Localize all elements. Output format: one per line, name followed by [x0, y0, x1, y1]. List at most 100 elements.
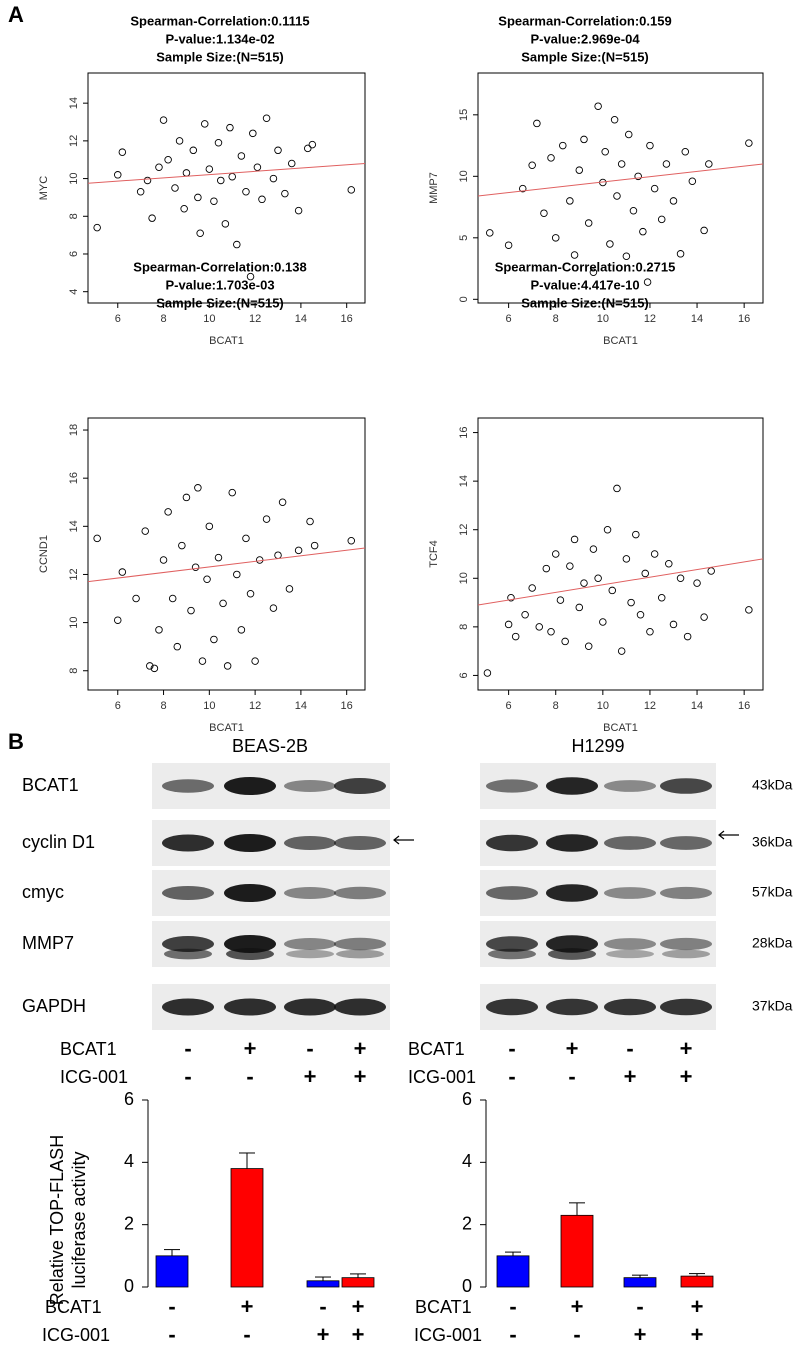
- band: [284, 998, 336, 1016]
- x-tick-label: 10: [597, 313, 609, 325]
- band: [660, 886, 712, 900]
- point: [114, 171, 122, 179]
- band: [286, 949, 334, 959]
- x-tick-label: 12: [249, 700, 261, 712]
- band: [486, 998, 538, 1016]
- band: [226, 948, 274, 960]
- bar: [230, 1168, 264, 1288]
- point: [180, 204, 188, 213]
- condition-sign: -: [573, 1322, 580, 1347]
- y-tick-label: 10: [68, 172, 80, 184]
- band: [486, 834, 538, 852]
- point: [603, 525, 612, 534]
- protein-label: GAPDH: [22, 996, 86, 1016]
- point: [210, 635, 218, 644]
- y-tick-label: 16: [458, 426, 470, 438]
- point: [274, 146, 282, 155]
- bar: [155, 1255, 189, 1288]
- point: [643, 278, 652, 286]
- point: [155, 163, 163, 172]
- band: [660, 998, 712, 1016]
- point: [194, 193, 202, 202]
- band: [162, 779, 214, 793]
- y-tick-label: 10: [68, 616, 80, 628]
- condition-sign: +: [566, 1036, 579, 1061]
- size-label: 28kDa: [752, 935, 793, 951]
- point: [228, 488, 236, 497]
- condition-sign: +: [304, 1064, 317, 1089]
- band: [334, 937, 386, 951]
- band: [662, 949, 710, 959]
- condition-sign: +: [691, 1294, 704, 1319]
- point: [159, 116, 168, 124]
- point: [214, 553, 223, 562]
- point: [194, 484, 202, 492]
- point: [542, 564, 551, 573]
- point: [294, 546, 303, 555]
- point: [483, 669, 492, 677]
- condition-label: BCAT1: [415, 1297, 472, 1317]
- x-tick-label: 10: [203, 700, 215, 712]
- fit-line: [477, 558, 764, 606]
- fit-line: [477, 163, 764, 197]
- condition-sign: +: [680, 1064, 693, 1089]
- point: [650, 184, 659, 193]
- point: [669, 197, 678, 205]
- band: [604, 938, 656, 950]
- plot-frame: [87, 72, 366, 304]
- band: [604, 780, 656, 792]
- point: [589, 545, 598, 553]
- point: [178, 541, 186, 550]
- point: [688, 177, 697, 185]
- point: [214, 139, 223, 147]
- y-tick-label: 6: [458, 672, 470, 678]
- protein-label: BCAT1: [22, 775, 79, 795]
- x-tick-label: 14: [691, 700, 703, 712]
- point: [237, 152, 246, 160]
- x-tick-label: 8: [160, 700, 166, 712]
- chart-title: Spearman-Correlation:0.1115: [130, 13, 309, 28]
- point: [201, 120, 209, 128]
- point: [168, 594, 177, 603]
- x-axis-label: BCAT1: [209, 335, 244, 347]
- point: [118, 148, 127, 156]
- y-tick-label: 4: [462, 1151, 472, 1171]
- point: [693, 579, 701, 587]
- point: [575, 603, 584, 612]
- size-label: 36kDa: [752, 834, 793, 850]
- point: [118, 568, 127, 576]
- y-tick-label: 8: [68, 213, 80, 219]
- x-tick-label: 8: [553, 313, 559, 325]
- point: [681, 147, 690, 156]
- point: [253, 163, 262, 172]
- y-axis-label: TCF4: [428, 540, 440, 568]
- band: [606, 949, 654, 959]
- point: [707, 567, 715, 575]
- point: [634, 172, 642, 181]
- condition-label: ICG-001: [42, 1325, 110, 1345]
- chart-title: Sample Size:(N=515): [156, 49, 284, 64]
- point: [584, 219, 593, 227]
- arrows: [393, 830, 739, 845]
- point: [606, 240, 614, 248]
- point: [114, 616, 122, 624]
- y-tick-label: 12: [68, 135, 80, 147]
- y-axis-label: luciferase activity: [69, 1151, 89, 1288]
- point: [528, 584, 536, 592]
- bar: [341, 1277, 375, 1288]
- point: [205, 165, 214, 173]
- point: [657, 593, 666, 602]
- point: [551, 550, 560, 558]
- point: [486, 229, 494, 237]
- point: [601, 147, 609, 156]
- condition-sign: -: [246, 1064, 253, 1089]
- point: [650, 550, 659, 558]
- x-tick-label: 12: [644, 313, 656, 325]
- point: [519, 184, 527, 193]
- point: [511, 632, 520, 641]
- y-tick-label: 14: [458, 475, 470, 487]
- band: [546, 884, 598, 902]
- point: [233, 240, 241, 249]
- band: [334, 778, 386, 794]
- condition-sign: -: [508, 1036, 515, 1061]
